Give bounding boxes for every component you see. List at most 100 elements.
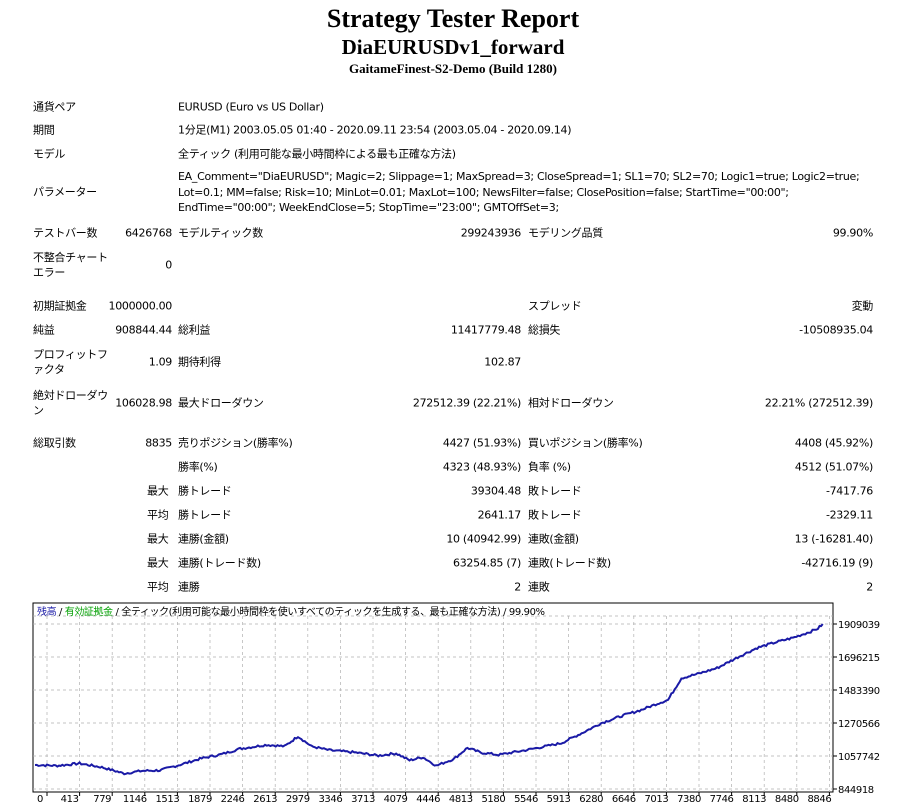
- x-tick-label: 6646: [612, 794, 636, 805]
- y-tick-label: 1483390: [838, 686, 880, 697]
- x-tick-label: 8480: [775, 794, 799, 805]
- stat-value: 4408 (45.92%): [794, 436, 873, 450]
- chart-legend: 残高 / 有効証拠金 / 全ティック(利用可能な最小時間枠を使いすべてのティック…: [37, 605, 545, 618]
- y-tick-label: 1270566: [838, 719, 880, 730]
- x-tick-label: 5546: [514, 794, 538, 805]
- stat-label: 勝トレード: [178, 484, 232, 498]
- x-tick-label: 5180: [481, 794, 505, 805]
- stat-label: 絶対ドローダウン: [33, 389, 108, 417]
- stat-label: 敗トレード: [528, 484, 582, 498]
- stat-value: -10508935.04: [799, 323, 873, 337]
- stat-value: 1000000.00: [108, 299, 173, 313]
- y-tick-label: 1696215: [838, 653, 880, 664]
- stat-label: 初期証拠金: [33, 299, 87, 313]
- stat-label: スプレッド: [528, 299, 582, 313]
- x-tick-label: 3713: [351, 794, 375, 805]
- x-tick-label: 4079: [384, 794, 408, 805]
- y-tick-label: 844918: [838, 785, 874, 796]
- stat-value: 最大: [147, 484, 169, 498]
- y-tick-label: 1909039: [838, 620, 880, 631]
- info-label: パラメーター: [33, 185, 97, 199]
- stat-value: 4323 (48.93%): [442, 460, 521, 474]
- stat-value: 4427 (51.93%): [442, 436, 521, 450]
- stat-value: -7417.76: [825, 484, 873, 498]
- stat-label: 連勝(トレード数): [178, 556, 261, 570]
- stat-label: 負率 (%): [528, 460, 571, 474]
- stat-label: 連敗(金額): [528, 532, 579, 546]
- x-tick-label: 8846: [807, 794, 831, 805]
- x-tick-label: 7013: [644, 794, 668, 805]
- stat-value: 平均: [147, 508, 169, 522]
- x-tick-label: 2613: [253, 794, 277, 805]
- x-tick-label: 6280: [579, 794, 603, 805]
- stat-value: 299243936: [460, 226, 522, 240]
- stat-value: 10 (40942.99): [446, 532, 521, 546]
- stat-value: 13 (-16281.40): [794, 532, 874, 546]
- stat-value: 63254.85 (7): [453, 556, 521, 570]
- x-tick-label: 7746: [710, 794, 734, 805]
- legend-quality: 99.90%: [509, 607, 545, 618]
- stat-value: -42716.19 (9): [801, 556, 873, 570]
- stat-label: 相対ドローダウン: [528, 396, 614, 410]
- balance-line: [34, 623, 824, 776]
- stat-value: 最大: [147, 556, 169, 570]
- stat-value: 102.87: [484, 355, 521, 369]
- stat-label: 不整合チャートエラー: [33, 251, 108, 279]
- y-tick-label: 1057742: [838, 752, 880, 763]
- info-label: 期間: [33, 123, 55, 137]
- stat-label: 勝トレード: [178, 508, 232, 522]
- info-value: EA_Comment="DiaEURUSD"; Magic=2; Slippag…: [178, 169, 860, 214]
- info-value: 全ティック (利用可能な最小時間枠による最も正確な方法): [178, 147, 456, 161]
- stat-value: 2: [514, 580, 521, 594]
- stat-value: 106028.98: [115, 396, 172, 410]
- x-tick-label: 1146: [123, 794, 147, 805]
- chart-frame: [32, 602, 834, 793]
- legend- /: /: [113, 607, 122, 618]
- stat-label: 期待利得: [178, 355, 221, 369]
- stat-label: 総取引数: [33, 436, 76, 450]
- x-tick-label: 779: [93, 794, 111, 805]
- x-tick-label: 2979: [286, 794, 310, 805]
- info-label: モデル: [33, 147, 66, 161]
- stat-label: 買いポジション(勝率%): [528, 436, 643, 450]
- report-title: Strategy Tester Report: [326, 4, 580, 33]
- stat-value: 変動: [851, 299, 874, 313]
- stat-value: 2641.17: [477, 508, 522, 522]
- balance-chart: 844918 1057742 1270566 1483390 1696215 190903…: [32, 602, 880, 805]
- stat-label: 敗トレード: [528, 508, 582, 522]
- stat-value: -2329.11: [825, 508, 873, 522]
- legend-equity: 有効証拠金: [65, 605, 113, 618]
- stat-value: 22.21% (272512.39): [764, 396, 873, 410]
- legend-balance: 残高: [37, 605, 57, 618]
- stat-value: 0: [165, 258, 172, 272]
- stat-value: 272512.39 (22.21%): [412, 396, 521, 410]
- x-tick-label: 413: [61, 794, 79, 805]
- x-tick-label: 0: [37, 794, 43, 805]
- stat-value: 最大: [147, 532, 169, 546]
- stat-label: 売りポジション(勝率%): [178, 436, 293, 450]
- stat-value: 11417779.48: [450, 323, 521, 337]
- stat-value: 2: [866, 580, 873, 594]
- stat-label: 連敗(トレード数): [528, 556, 611, 570]
- stat-label: 連勝(金額): [178, 532, 229, 546]
- legend-model: 全ティック(利用可能な最小時間枠を使いすべてのティックを生成する、最も正確な方法…: [121, 605, 501, 618]
- ea-name: DiaEURUSDv1_forward: [341, 35, 565, 59]
- x-tick-label: 5913: [547, 794, 571, 805]
- stat-value: 4512 (51.07%): [794, 460, 873, 474]
- legend- /: /: [56, 607, 65, 618]
- stat-label: テストバー数: [33, 226, 98, 240]
- stat-label: プロフィットファクタ: [33, 348, 108, 376]
- stat-value: 6426768: [125, 226, 172, 240]
- stat-label: 連勝: [178, 580, 200, 594]
- stat-label: モデルティック数: [178, 226, 263, 240]
- stat-label: 純益: [33, 323, 55, 337]
- stat-value: 平均: [147, 580, 169, 594]
- x-tick-label: 3346: [318, 794, 342, 805]
- stat-value: 39304.48: [470, 484, 521, 498]
- info-value: 1分足(M1) 2003.05.05 01:40 - 2020.09.11 23…: [178, 123, 572, 137]
- legend- /: /: [500, 607, 509, 618]
- stat-label: 最大ドローダウン: [178, 396, 264, 410]
- stat-value: 99.90%: [832, 226, 873, 240]
- x-tick-label: 8113: [742, 794, 766, 805]
- x-tick-label: 4446: [416, 794, 440, 805]
